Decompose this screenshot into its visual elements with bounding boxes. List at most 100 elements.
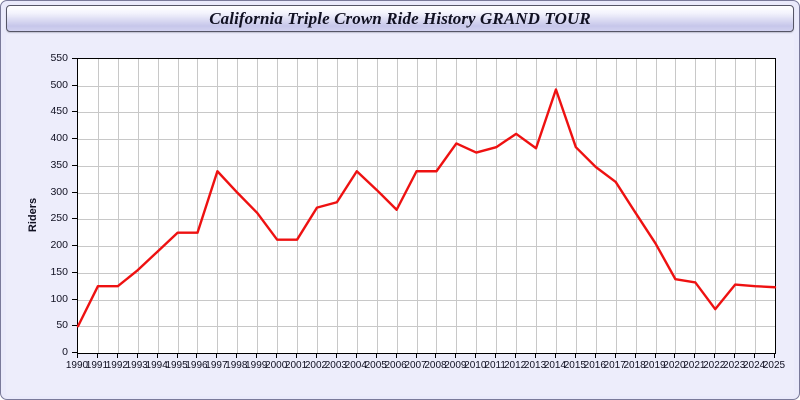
- gridline-vertical: [396, 59, 398, 353]
- x-tick-label: 1996: [185, 360, 208, 371]
- y-tick-mark: [72, 84, 77, 86]
- plot-area: [76, 58, 777, 354]
- y-tick-label: 450: [50, 105, 68, 118]
- x-tick-mark: [355, 353, 357, 358]
- gridline-vertical: [755, 59, 757, 353]
- page-title: California Triple Crown Ride History GRA…: [209, 8, 591, 28]
- y-tick-mark: [72, 352, 77, 353]
- y-tick-mark: [72, 111, 77, 113]
- x-tick-mark: [176, 353, 178, 358]
- gridline-vertical: [157, 59, 159, 353]
- y-tick-label: 350: [50, 158, 68, 171]
- gridline-horizontal: [78, 139, 775, 141]
- x-tick-label: 2003: [324, 360, 347, 371]
- x-tick-mark: [116, 353, 118, 358]
- x-tick-mark: [554, 353, 556, 358]
- y-tick-mark: [72, 298, 77, 300]
- gridline-vertical: [555, 59, 557, 353]
- x-tick-mark: [335, 353, 337, 358]
- series-polyline: [76, 88, 777, 328]
- gridline-horizontal: [78, 85, 775, 87]
- gridline-vertical: [635, 59, 637, 353]
- x-tick-mark: [774, 353, 775, 358]
- gridline-vertical: [436, 59, 438, 353]
- gridline-horizontal: [78, 299, 775, 301]
- x-tick-mark: [196, 353, 198, 358]
- y-tick-label: 0: [62, 346, 68, 358]
- x-tick-label: 1997: [205, 360, 228, 371]
- gridline-vertical: [297, 59, 299, 353]
- gridline-vertical: [456, 59, 458, 353]
- x-tick-mark: [515, 353, 517, 358]
- x-axis-ticks: 1990 1991 1992 1993 1994 1995 1996 1997 1998 1999…: [6, 34, 794, 396]
- x-tick-mark: [614, 353, 616, 358]
- x-tick-label: 2014: [543, 360, 567, 371]
- y-tick-label: 250: [50, 212, 68, 225]
- y-axis-ticks: 0 50 100 150 200 250 300 350 400 450 500 550: [6, 34, 77, 396]
- gridline-vertical: [416, 59, 418, 353]
- gridline-vertical: [735, 59, 737, 353]
- gridline-vertical: [575, 59, 577, 353]
- gridline-vertical: [496, 59, 498, 353]
- x-tick-mark: [375, 353, 377, 358]
- gridline-vertical: [516, 59, 518, 353]
- gridline-vertical: [695, 59, 697, 353]
- gridline-horizontal: [78, 246, 775, 248]
- x-tick-label: 1999: [245, 360, 268, 371]
- x-tick-label: 1998: [225, 360, 248, 371]
- x-tick-mark: [77, 353, 78, 358]
- x-tick-label: 2021: [683, 360, 706, 371]
- x-tick-label: 2023: [723, 360, 746, 371]
- gridline-vertical: [336, 59, 338, 353]
- x-tick-mark: [256, 353, 258, 358]
- x-tick-mark: [674, 353, 676, 358]
- x-tick-mark: [634, 353, 636, 358]
- x-tick-label: 2020: [663, 360, 686, 371]
- x-tick-mark: [694, 353, 696, 358]
- x-tick-label: 2019: [643, 360, 666, 371]
- x-tick-label: 2024: [742, 360, 766, 371]
- gridline-horizontal: [78, 326, 775, 328]
- x-tick-mark: [156, 353, 158, 358]
- chart-title-bar: California Triple Crown Ride History GRA…: [6, 5, 794, 32]
- x-tick-mark: [495, 353, 497, 358]
- x-tick-mark: [435, 353, 437, 358]
- x-tick-mark: [415, 353, 417, 358]
- x-tick-label: 2007: [404, 360, 427, 371]
- x-tick-label: 2013: [523, 360, 547, 371]
- x-tick-mark: [475, 353, 477, 358]
- x-tick-mark: [96, 353, 98, 358]
- x-tick-label: 2001: [284, 360, 308, 371]
- gridline-vertical: [595, 59, 597, 353]
- gridline-vertical: [137, 59, 139, 353]
- x-tick-label: 2016: [583, 360, 606, 371]
- gridline-horizontal: [78, 192, 775, 194]
- gridline-horizontal: [78, 219, 775, 221]
- x-tick-mark: [535, 353, 537, 358]
- gridline-vertical: [356, 59, 358, 353]
- x-tick-label: 1994: [145, 360, 168, 371]
- gridline-vertical: [316, 59, 318, 353]
- gridline-vertical: [376, 59, 378, 353]
- x-tick-label: 2022: [703, 360, 726, 371]
- gridline-vertical: [117, 59, 119, 353]
- x-tick-mark: [276, 353, 278, 358]
- x-tick-mark: [395, 353, 397, 358]
- x-tick-label: 2012: [503, 360, 527, 371]
- y-tick-mark: [72, 271, 77, 273]
- gridline-vertical: [257, 59, 259, 353]
- x-tick-label: 2005: [364, 360, 387, 371]
- y-tick-label: 500: [50, 78, 68, 91]
- x-tick-mark: [236, 353, 238, 358]
- x-tick-label: 2017: [603, 360, 626, 371]
- x-tick-label: 1995: [165, 360, 188, 371]
- x-tick-label: 1993: [125, 360, 148, 371]
- gridline-horizontal: [78, 272, 775, 274]
- y-tick-label: 200: [50, 239, 68, 252]
- x-tick-label: 2008: [424, 360, 447, 371]
- y-tick-mark: [72, 191, 77, 193]
- x-tick-mark: [654, 353, 656, 358]
- y-tick-label: 50: [56, 319, 68, 332]
- x-tick-label: 1991: [85, 360, 109, 371]
- y-tick-mark: [72, 245, 77, 247]
